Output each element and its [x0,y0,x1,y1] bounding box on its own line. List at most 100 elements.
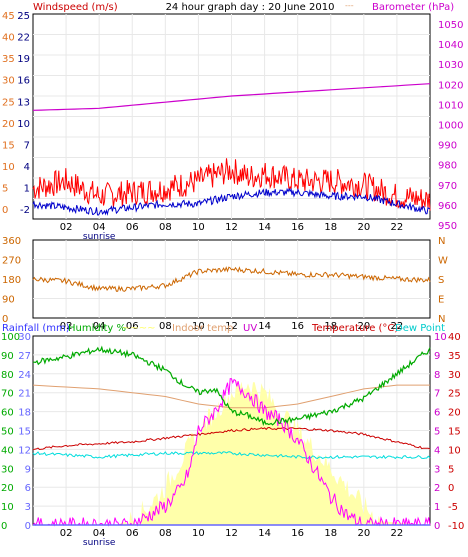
temp-tick: 25 [448,389,461,400]
humidity-tick: 60 [1,408,14,419]
humidity-tick: 80 [1,370,14,381]
rain-tick: 30 [18,332,31,343]
wind-blue-tick: 4 [24,162,30,173]
uv-tick: 4 [434,445,440,456]
wind-orange-tick: 45 [2,11,15,22]
humidity-tick: 20 [1,483,14,494]
panel2-x-tick: 06 [126,321,139,332]
uv-tick: 2 [434,483,440,494]
panel1-x-tick: 14 [258,222,271,233]
wind-blue-tick: 25 [17,11,30,22]
panel2-x-tick: 14 [258,321,271,332]
uv-tick: 0 [434,521,440,532]
wind-dir-compass-tick: S [438,275,444,286]
panel2-x-tick: 12 [225,321,238,332]
rain-tick: 27 [18,351,31,362]
panel1-x-tick: 22 [391,222,404,233]
wind-dir-tick: 180 [2,275,21,286]
rain-tick: 24 [18,370,31,381]
temp-tick: 40 [448,332,461,343]
rain-tick: 3 [25,502,31,513]
chart-title: 24 hour graph day : 20 June 2010 [166,2,335,13]
barometer-tick: 990 [438,141,457,152]
uv-tick: 9 [434,351,440,362]
sunrise-label-bottom: sunrise [83,538,116,548]
uv-tick: 5 [434,427,440,438]
barometer-tick: 980 [438,161,457,172]
wind-dir-tick: 270 [2,256,21,267]
wind-orange-tick: 0 [2,205,8,216]
uv-tick: 3 [434,464,440,475]
dew-point-line [32,451,431,460]
panel3-x-tick: 04 [93,528,106,539]
humidity-tick: 70 [1,389,14,400]
legend-dash: --- [345,1,354,10]
temp-tick: -5 [448,502,458,513]
wind-orange-tick: 5 [2,184,8,195]
wind-dir-compass-tick: W [438,256,448,267]
barometer-tick: 970 [438,181,457,192]
panel3-legend: UV [243,323,257,334]
panel2-x-tick: 22 [391,321,404,332]
panel1-x-tick: 02 [60,222,73,233]
panel3-x-tick: 02 [60,528,73,539]
temp-tick: -10 [448,521,464,532]
wind-dir-line [32,266,431,292]
temp-tick: 30 [448,370,461,381]
barometer-tick: 1030 [438,60,463,71]
rain-tick: 21 [18,389,31,400]
panel2-x-tick: 02 [60,321,73,332]
panel3-x-tick: 08 [159,528,172,539]
barometer-tick: 1050 [438,20,463,31]
wind-orange-tick: 30 [2,76,15,87]
wind-legend: Windspeed (m/s) [33,2,118,13]
sunrise-label: sunrise [83,232,116,242]
humidity-tick: 100 [1,332,20,343]
temperature-line [32,426,431,451]
panel1-x-tick: 06 [126,222,139,233]
panel3-legend: Dew Point [395,323,445,334]
panel2-x-tick: 04 [93,321,106,332]
barometer-tick: 1010 [438,100,463,111]
humidity-tick: 50 [1,427,14,438]
panel3-legend: Indoor temp [172,323,233,334]
panel3-legend: Rainfall (mm) [2,323,70,334]
barometer-tick: 950 [438,221,457,232]
wind-orange-tick: 35 [2,54,15,65]
barometer-tick: 1040 [438,40,463,51]
panel1-x-tick: 08 [159,222,172,233]
rain-tick: 9 [25,464,31,475]
wind-orange-tick: 40 [2,33,15,44]
wind-dir-tick: 360 [2,236,21,247]
wind-orange-tick: 25 [2,97,15,108]
barometer-legend: Barometer (hPa) [372,2,454,13]
panel1-x-tick: 18 [324,222,337,233]
wind-blue-tick: -2 [20,205,30,216]
panel2-x-tick: 20 [357,321,370,332]
panel3-legend: Humidity % [68,323,126,334]
wind-blue-tick: 19 [17,54,30,65]
panel3-x-tick: 18 [324,528,337,539]
uv-tick: 7 [434,389,440,400]
panel3-legend: Temperature (°C) [311,323,398,334]
humidity-line [33,345,431,427]
temp-tick: 5 [448,464,454,475]
uv-tick: 8 [434,370,440,381]
wind-avg-line [32,187,431,216]
panel3-x-tick: 20 [357,528,370,539]
panel3-legend: ~~~~ [122,323,156,334]
humidity-tick: 40 [1,445,14,456]
humidity-tick: 90 [1,351,14,362]
panel1-x-tick: 10 [192,222,205,233]
panel1-x-tick: 04 [93,222,106,233]
wind-gust-line [32,158,431,211]
panel3-x-tick: 12 [225,528,238,539]
barometer-tick: 1020 [438,80,463,91]
wind-orange-tick: 10 [2,162,15,173]
humidity-tick: 30 [1,464,14,475]
wind-dir-tick: 90 [2,295,15,306]
wind-orange-tick: 15 [2,140,15,151]
humidity-tick: 10 [1,502,14,513]
temp-tick: 0 [448,483,454,494]
